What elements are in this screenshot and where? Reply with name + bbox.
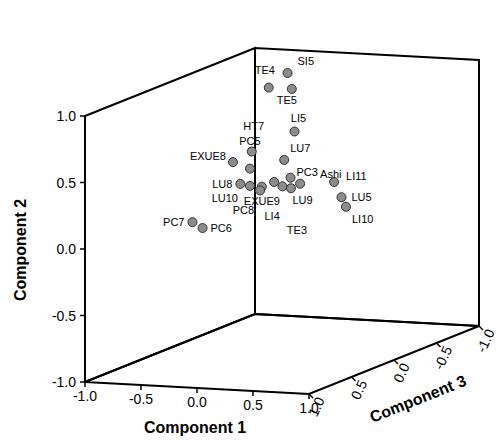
point bbox=[286, 184, 295, 193]
point-label: TE3 bbox=[287, 224, 307, 236]
point-label: LU10 bbox=[212, 192, 238, 204]
point bbox=[198, 224, 207, 233]
point-label: TE5 bbox=[277, 94, 297, 106]
point-label: LU5 bbox=[352, 191, 372, 203]
y-tick-label: 0.5 bbox=[57, 175, 77, 191]
point bbox=[286, 173, 295, 182]
point bbox=[287, 84, 296, 93]
point bbox=[245, 164, 254, 173]
point-label: LU9 bbox=[292, 194, 312, 206]
y-tick-label: 0.0 bbox=[57, 241, 77, 257]
left-wall bbox=[85, 48, 255, 382]
point bbox=[256, 186, 265, 195]
points bbox=[188, 69, 351, 233]
x-tick bbox=[196, 388, 198, 393]
point-label: LU7 bbox=[290, 142, 310, 154]
point-label: LI4 bbox=[265, 210, 280, 222]
point bbox=[280, 155, 289, 164]
x-tick-label: -0.5 bbox=[129, 391, 153, 407]
point bbox=[228, 158, 237, 167]
point-label: LI10 bbox=[352, 213, 373, 225]
chart: -1.0-0.50.00.51.0-1.0-0.50.00.51.0-1.0-0… bbox=[0, 0, 500, 441]
point-label: Ashi bbox=[320, 168, 341, 180]
point bbox=[236, 179, 245, 188]
point bbox=[188, 218, 197, 227]
y-tick-label: -0.5 bbox=[52, 308, 76, 324]
point-label: PC8 bbox=[233, 204, 254, 216]
point bbox=[337, 193, 346, 202]
back-wall bbox=[255, 48, 479, 326]
z-tick-label: 0.5 bbox=[347, 377, 370, 402]
point-label: SI5 bbox=[298, 55, 315, 67]
x-tick bbox=[252, 391, 254, 396]
point-label: HT7 bbox=[243, 120, 264, 132]
x-tick-label: 0.0 bbox=[187, 394, 207, 410]
point bbox=[296, 179, 305, 188]
x-tick bbox=[84, 382, 86, 387]
point bbox=[245, 181, 254, 190]
point-label: TE4 bbox=[255, 64, 275, 76]
point bbox=[270, 178, 279, 187]
point bbox=[290, 127, 299, 136]
y-tick bbox=[80, 182, 85, 184]
axis-box bbox=[85, 48, 479, 394]
y-tick bbox=[80, 248, 85, 250]
x-axis-title: Component 1 bbox=[144, 419, 246, 436]
y-tick-label: 1.0 bbox=[57, 108, 77, 124]
z-tick-label: -1.0 bbox=[473, 326, 498, 355]
point-label: PC7 bbox=[163, 216, 184, 228]
y-tick bbox=[80, 115, 85, 117]
z-tick-label: 1.0 bbox=[305, 394, 328, 419]
floor-wall bbox=[85, 314, 479, 394]
point bbox=[247, 147, 256, 156]
point-label: EXUE8 bbox=[190, 150, 226, 162]
point-labels: TE4 SI5 TE5 LI5 HT7 PC5 EXUE8 LU7 PC3Ashi LU8 LU10… bbox=[163, 55, 373, 236]
point bbox=[341, 202, 350, 211]
point-label: PC5 bbox=[239, 135, 260, 147]
y-axis-title: Component 2 bbox=[12, 199, 29, 301]
point bbox=[283, 69, 292, 78]
ticks: -1.0-0.50.00.51.0-1.0-0.50.00.51.0-1.0-0… bbox=[52, 108, 498, 419]
point-label: LI11 bbox=[346, 170, 367, 182]
point-label: PC3 bbox=[297, 166, 318, 178]
x-tick-label: -1.0 bbox=[73, 388, 97, 404]
z-axis-title: Component 3 bbox=[367, 372, 468, 426]
y-tick bbox=[80, 315, 85, 317]
point-label: PC6 bbox=[211, 222, 232, 234]
point-label: LI5 bbox=[291, 112, 306, 124]
point bbox=[278, 182, 287, 191]
x-tick-label: 0.5 bbox=[243, 397, 263, 413]
point bbox=[264, 83, 273, 92]
z-tick-label: 0.0 bbox=[390, 360, 413, 385]
point-label: LU8 bbox=[212, 178, 232, 190]
x-tick bbox=[140, 385, 142, 390]
z-tick-label: -0.5 bbox=[431, 343, 456, 372]
